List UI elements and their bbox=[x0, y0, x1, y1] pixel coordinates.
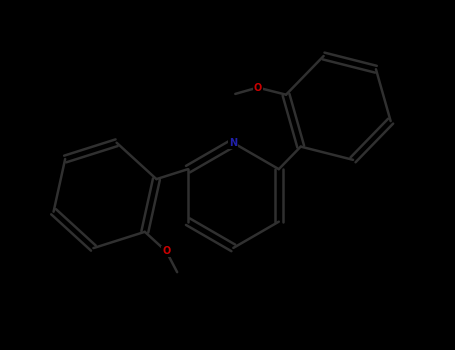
Text: O: O bbox=[162, 246, 171, 257]
Text: O: O bbox=[253, 83, 262, 92]
Text: N: N bbox=[229, 138, 238, 148]
